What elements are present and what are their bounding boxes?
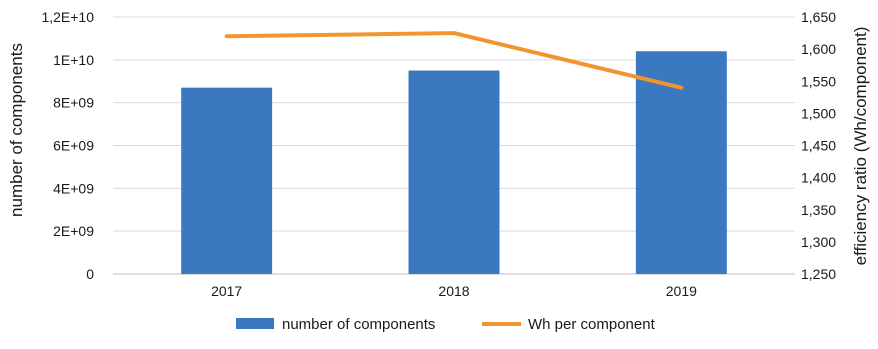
- y-left-tick-label-6: 1,2E+10: [41, 9, 94, 25]
- x-tick-label-2018: 2018: [438, 283, 469, 299]
- x-tick-label-2019: 2019: [666, 283, 697, 299]
- y-right-tick-label-0: 1,250: [801, 266, 836, 282]
- right-axis: 1,250 1,300 1,350 1,400 1,450 1,500 1,550 1,600…: [801, 9, 836, 282]
- legend-swatch-bar: [236, 318, 274, 329]
- bar-2018: [409, 71, 500, 274]
- y-left-axis-title: number of components: [7, 43, 26, 217]
- legend-label-line: Wh per component: [528, 316, 656, 333]
- left-axis: 0 2E+09 4E+09 6E+09 8E+09 1E+10 1,2E+10: [41, 9, 94, 282]
- y-left-tick-label-5: 1E+10: [53, 52, 94, 68]
- y-right-tick-label-7: 1,600: [801, 41, 836, 57]
- y-right-tick-label-4: 1,450: [801, 138, 836, 154]
- y-left-tick-label-4: 8E+09: [53, 95, 94, 111]
- legend-label-bar: number of components: [282, 316, 435, 333]
- bar-2017: [181, 88, 272, 274]
- x-axis: 2017 2018 2019: [211, 283, 697, 299]
- y-right-tick-label-5: 1,500: [801, 105, 836, 121]
- y-left-tick-label-1: 2E+09: [53, 223, 94, 239]
- y-right-tick-label-2: 1,350: [801, 202, 836, 218]
- bar-2019: [636, 51, 727, 274]
- y-right-tick-label-1: 1,300: [801, 234, 836, 250]
- y-left-tick-label-2: 4E+09: [53, 180, 94, 196]
- y-right-axis-title: efficiency ratio (Wh/component): [851, 27, 870, 266]
- y-left-tick-label-0: 0: [86, 266, 94, 282]
- y-right-tick-label-6: 1,550: [801, 73, 836, 89]
- y-left-tick-label-3: 6E+09: [53, 138, 94, 154]
- bar-series: [181, 51, 727, 274]
- legend: number of components Wh per component: [236, 316, 656, 333]
- y-right-tick-label-8: 1,650: [801, 9, 836, 25]
- y-right-tick-label-3: 1,400: [801, 170, 836, 186]
- x-tick-label-2017: 2017: [211, 283, 242, 299]
